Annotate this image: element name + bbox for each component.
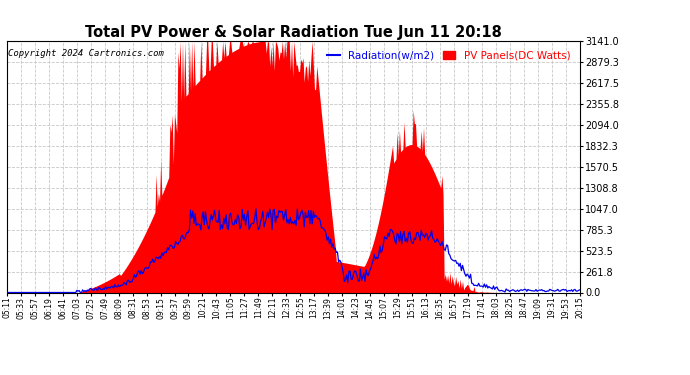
- Title: Total PV Power & Solar Radiation Tue Jun 11 20:18: Total PV Power & Solar Radiation Tue Jun…: [85, 25, 502, 40]
- Text: Copyright 2024 Cartronics.com: Copyright 2024 Cartronics.com: [8, 49, 164, 58]
- Legend: Radiation(w/m2), PV Panels(DC Watts): Radiation(w/m2), PV Panels(DC Watts): [324, 46, 574, 65]
